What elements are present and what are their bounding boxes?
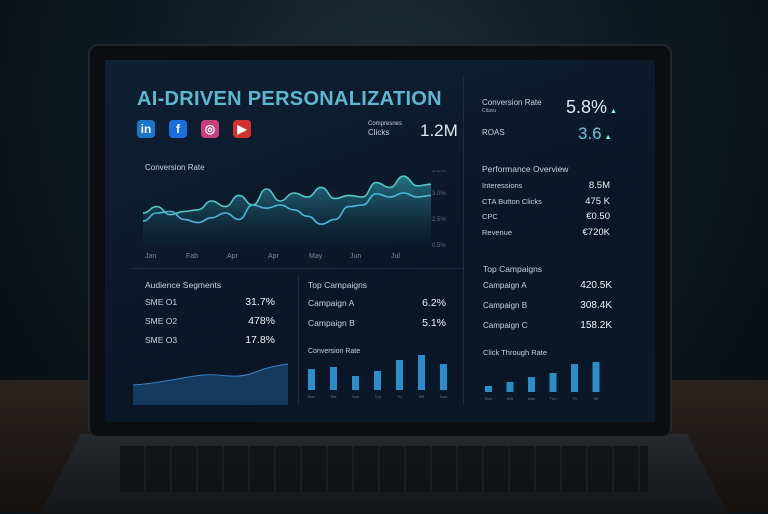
series-lower-line <box>142 192 432 226</box>
x-tick-label: Jul <box>391 253 400 260</box>
performance-title: Performance Overview <box>482 164 569 174</box>
x-tick-label: Apr <box>227 253 239 260</box>
audience-area-chart <box>133 363 288 405</box>
divider <box>463 75 464 405</box>
audience-title: Audience Segments <box>145 280 222 290</box>
row-label: CTA Button Clicks <box>482 196 542 206</box>
bar-label: Thu <box>374 394 381 399</box>
row-label: CPC <box>482 212 498 221</box>
instagram-icon[interactable]: ◎ <box>201 120 219 138</box>
row-label: SME O3 <box>145 335 178 345</box>
youtube-icon[interactable]: ▶ <box>233 120 251 138</box>
row-value: 420.5K <box>580 280 612 291</box>
divider <box>130 268 463 269</box>
bar <box>440 364 447 390</box>
top-campaigns-left-title: Top Campaigns <box>308 280 368 290</box>
page-title: AI-DRIVEN PERSONALIZATION <box>137 88 442 110</box>
main-chart-title: Conversion Rate <box>145 163 205 172</box>
x-tick-label: May <box>309 253 323 260</box>
conversion-rate-sub: Citavu <box>482 108 497 114</box>
conversion-rate-value: 5.8% ▲ <box>566 97 617 118</box>
y-tick-label: 3.0% <box>432 170 446 174</box>
clicks-value: 1.2M <box>420 121 458 140</box>
bar <box>396 360 403 390</box>
bar-label: Thu <box>550 396 557 401</box>
bar-chart-1-title: Conversion Rate <box>308 348 361 355</box>
roas-label: ROAS <box>482 128 505 137</box>
row-label: SME O2 <box>145 316 178 326</box>
bar-label: Th <box>572 396 577 401</box>
x-tick-label: Jun <box>350 253 361 260</box>
bar-label: Wi <box>594 396 599 401</box>
bar-label: Wd <box>507 396 513 401</box>
bar <box>330 367 337 390</box>
bar-label: Tu <box>397 394 402 399</box>
row-label: Campaign B <box>483 301 528 310</box>
top-campaigns-right-title: Top Campaigns <box>483 264 543 274</box>
bar <box>352 376 359 390</box>
roas-number: 3.6 <box>578 124 602 143</box>
row-label: Campaign A <box>483 281 527 290</box>
series-upper-line <box>142 175 432 216</box>
bar <box>374 371 381 390</box>
row-value: 158.2K <box>580 320 612 331</box>
conversion-rate-label: Conversion Rate <box>482 98 542 107</box>
row-label: Campaign B <box>308 318 355 328</box>
row-value: 6.2% <box>422 297 446 309</box>
keyboard <box>120 446 648 492</box>
bar <box>308 369 315 390</box>
x-tick-label: Apr <box>268 253 280 260</box>
bar-label: Sat <box>330 394 337 399</box>
row-value: 8.5M <box>588 180 610 191</box>
y-tick-label: 2.5% <box>432 217 446 223</box>
row-label: Revenue <box>482 227 513 237</box>
divider <box>298 275 299 405</box>
bar-chart-2-title: Click Through Rate <box>483 348 548 357</box>
row-value: €720K <box>582 226 610 238</box>
row-label: SME O1 <box>145 297 178 307</box>
bar <box>571 364 578 392</box>
clicks-label: Clicks <box>368 128 390 137</box>
row-value: 31.7% <box>245 296 275 308</box>
bar-label: Sun <box>352 394 359 399</box>
conversion-bar-chart: Mon Sat Sun Thu Tu Wf Dws <box>308 355 448 399</box>
conversion-rate-chart: Jan Fab Apr Apr May Jun Jul 3.0% 3.0% 2.5% 0.5% <box>142 170 446 260</box>
bar-label: Dws <box>440 394 448 399</box>
x-tick-label: Jan <box>145 253 156 260</box>
row-value: 478% <box>248 315 275 327</box>
bar <box>528 377 535 392</box>
bar-label: Mon <box>308 394 316 399</box>
row-value: 17.8% <box>245 334 275 346</box>
y-tick-label: 3.0% <box>432 191 446 197</box>
clicks-label-top: Compresnes <box>368 121 403 127</box>
bar-label: Mon <box>528 396 536 401</box>
bar-label: Mon <box>485 396 493 401</box>
row-value: €0.50 <box>586 211 610 222</box>
facebook-icon[interactable]: f <box>169 120 187 138</box>
conversion-rate-number: 5.8% <box>566 97 608 117</box>
row-value: 475 K <box>585 195 610 207</box>
row-value: 308.4K <box>580 300 612 311</box>
row-label: Campaign A <box>308 298 355 308</box>
bar <box>506 382 514 392</box>
x-tick-label: Fab <box>186 253 198 260</box>
bar-label: Wf <box>419 394 425 399</box>
linkedin-icon[interactable]: in <box>137 120 155 138</box>
ctr-bar-chart: Mon Wd Mon Thu Th Wi <box>485 362 600 401</box>
bar <box>485 386 492 392</box>
row-label: Campaign C <box>483 321 528 330</box>
roas-value: 3.6 ▲ <box>578 124 612 144</box>
row-value: 5.1% <box>422 317 446 329</box>
trend-up-icon: ▲ <box>610 108 617 115</box>
series-upper-area <box>143 176 431 245</box>
bar <box>418 355 425 390</box>
bar <box>549 373 557 392</box>
row-label: Interessions <box>482 181 523 190</box>
bar <box>592 362 600 392</box>
trend-up-icon: ▲ <box>604 134 612 141</box>
y-tick-label: 0.5% <box>432 243 446 249</box>
